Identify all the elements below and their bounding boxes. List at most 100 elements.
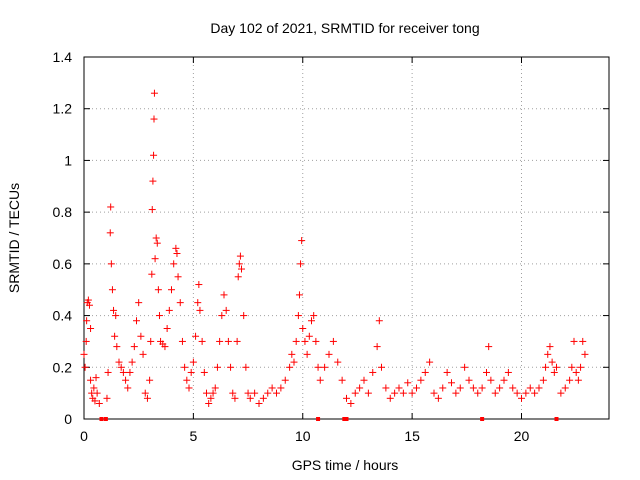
- data-point: [124, 384, 132, 392]
- data-point: [104, 368, 112, 376]
- data-point: [325, 350, 333, 358]
- data-point: [496, 384, 504, 392]
- data-point: [244, 389, 252, 397]
- data-point: [154, 286, 162, 294]
- data-point: [200, 368, 208, 376]
- data-point: [351, 389, 359, 397]
- data-point: [465, 376, 473, 384]
- data-point: [113, 343, 121, 351]
- data-point: [108, 286, 116, 294]
- data-point: [570, 337, 578, 345]
- y-tick-label: 1.2: [53, 101, 73, 117]
- data-point: [181, 363, 189, 371]
- y-tick-label: 0.4: [53, 308, 73, 324]
- data-point: [483, 368, 490, 376]
- data-point: [84, 296, 92, 304]
- y-tick-label: 0.6: [53, 256, 73, 272]
- data-point: [572, 368, 580, 376]
- data-point: [539, 376, 547, 384]
- data-point: [522, 389, 530, 397]
- data-point: [264, 389, 272, 397]
- data-point: [176, 299, 184, 307]
- data-point: [518, 394, 525, 402]
- baseline-point: [554, 417, 559, 421]
- data-point: [546, 343, 554, 351]
- data-point: [185, 384, 193, 392]
- baseline-point: [99, 417, 104, 421]
- data-point: [189, 358, 197, 366]
- data-point: [196, 306, 204, 314]
- data-point: [399, 389, 407, 397]
- data-point: [574, 376, 582, 384]
- data-point: [301, 337, 309, 345]
- data-point: [364, 389, 372, 397]
- data-point: [474, 389, 482, 397]
- data-point: [168, 286, 175, 294]
- data-point: [288, 350, 296, 358]
- data-point: [299, 325, 307, 332]
- data-point: [137, 332, 145, 340]
- data-point: [360, 376, 368, 384]
- data-point: [298, 237, 306, 245]
- data-point: [135, 299, 143, 307]
- data-point: [550, 368, 558, 376]
- data-point: [148, 206, 156, 214]
- data-point: [216, 337, 224, 345]
- data-point: [227, 363, 235, 371]
- data-point: [297, 260, 305, 268]
- data-point: [209, 389, 217, 397]
- grid-lines: [84, 57, 609, 419]
- data-point: [150, 151, 158, 159]
- data-point: [174, 273, 182, 281]
- data-point: [229, 389, 237, 397]
- x-tick-label: 15: [404, 428, 420, 444]
- data-point: [165, 306, 173, 314]
- data-point: [443, 368, 451, 376]
- data-point: [568, 363, 576, 371]
- data-point: [544, 350, 552, 358]
- data-point: [235, 260, 243, 268]
- data-point: [82, 337, 90, 345]
- data-point: [231, 394, 239, 402]
- data-point: [112, 312, 120, 320]
- data-point: [128, 358, 136, 366]
- data-point: [487, 376, 495, 384]
- data-point: [504, 368, 512, 376]
- data-point: [83, 317, 91, 325]
- data-point: [236, 252, 244, 260]
- data-point: [535, 384, 543, 392]
- data-point: [500, 376, 508, 384]
- data-point: [426, 358, 434, 366]
- y-axis-label: SRMTID / TECUs: [6, 183, 22, 293]
- data-point: [172, 244, 180, 252]
- data-point: [255, 399, 263, 407]
- baseline-point: [342, 417, 347, 421]
- data-point: [205, 399, 213, 407]
- data-point: [434, 394, 442, 402]
- data-point: [91, 397, 99, 405]
- data-point: [161, 343, 169, 351]
- data-point: [81, 363, 89, 371]
- data-point: [268, 384, 276, 392]
- baseline-point: [103, 417, 108, 421]
- data-point: [281, 376, 289, 384]
- data-point: [87, 376, 95, 384]
- data-point: [413, 384, 420, 392]
- data-point: [548, 358, 556, 366]
- data-point: [93, 389, 101, 397]
- data-point: [542, 363, 550, 371]
- data-point: [386, 394, 394, 402]
- axis-ticks: 0 5 10 15 20 0 0.2 0.4 0.6 0.8 1 1.2 1.4: [53, 49, 609, 444]
- data-point: [343, 394, 350, 402]
- data-point: [95, 399, 103, 407]
- data-point: [130, 343, 138, 351]
- data-point: [122, 376, 130, 384]
- data-point: [218, 312, 226, 320]
- data-point: [531, 389, 539, 397]
- data-point: [382, 384, 390, 392]
- x-tick-label: 5: [189, 428, 197, 444]
- data-point: [146, 376, 154, 384]
- data-point: [448, 379, 455, 387]
- data-point: [220, 291, 228, 299]
